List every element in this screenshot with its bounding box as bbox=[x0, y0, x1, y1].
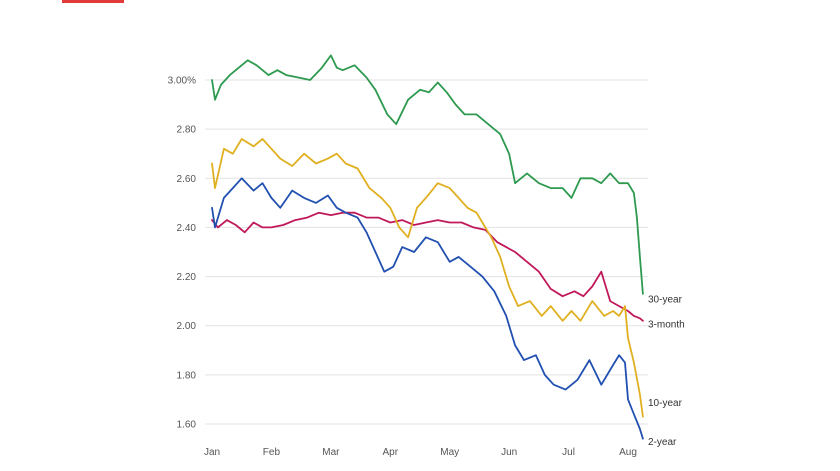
y-axis: 3.00% 2.80 2.60 2.40 2.20 2.00 1.80 1.60 bbox=[168, 76, 197, 431]
x-tick-label: Jul bbox=[562, 447, 575, 458]
series-label: 30-year bbox=[648, 294, 683, 305]
x-tick-label: Mar bbox=[322, 447, 340, 458]
y-tick-label: 2.20 bbox=[177, 272, 197, 283]
y-tick-label: 2.40 bbox=[177, 223, 197, 234]
x-tick-label: Jun bbox=[501, 447, 517, 458]
series-group bbox=[211, 54, 644, 440]
y-tick-label: 1.80 bbox=[177, 370, 197, 381]
x-tick-label: Jan bbox=[204, 447, 220, 458]
y-tick-label: 3.00% bbox=[168, 76, 196, 87]
series-label: 2-year bbox=[648, 437, 677, 448]
series-label: 3-month bbox=[648, 319, 685, 330]
y-tick-label: 1.60 bbox=[177, 420, 197, 431]
x-tick-label: Aug bbox=[619, 447, 637, 458]
x-tick-label: May bbox=[440, 447, 459, 458]
series-label: 10-year bbox=[648, 398, 683, 409]
series-line-3-month bbox=[211, 211, 644, 322]
series-line-10-year bbox=[211, 138, 644, 418]
x-axis: Jan Feb Mar Apr May Jun Jul Aug bbox=[204, 447, 637, 458]
x-tick-label: Feb bbox=[263, 447, 281, 458]
y-tick-label: 2.60 bbox=[177, 174, 197, 185]
grid bbox=[205, 79, 648, 425]
brand-accent-bar bbox=[62, 0, 124, 3]
x-tick-label: Apr bbox=[383, 447, 399, 458]
y-tick-label: 2.00 bbox=[177, 321, 197, 332]
series-line-30-year bbox=[211, 54, 644, 295]
series-line-2-year bbox=[211, 177, 644, 440]
y-tick-label: 2.80 bbox=[177, 125, 197, 136]
series-labels: 30-year 3-month 10-year 2-year bbox=[648, 294, 685, 448]
